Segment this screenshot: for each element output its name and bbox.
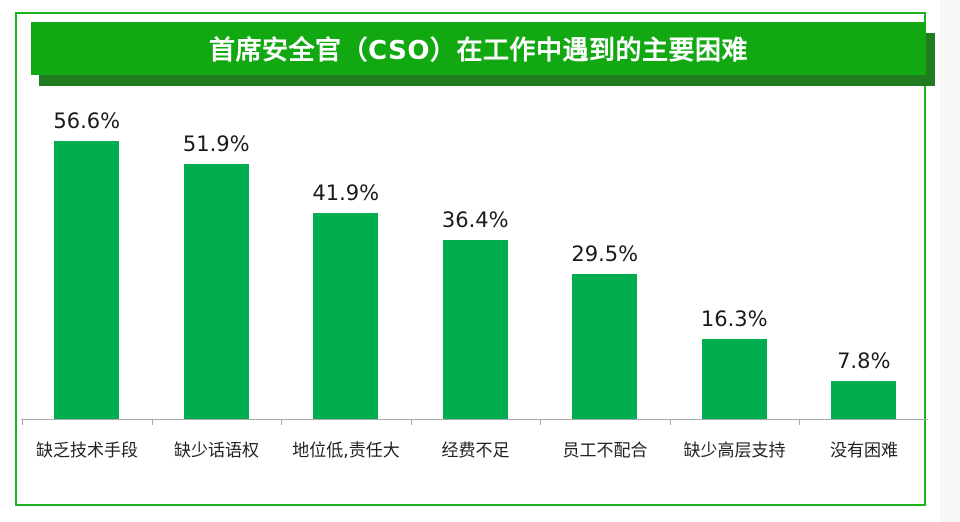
axis-tick	[540, 419, 541, 425]
axis-tick	[22, 419, 23, 425]
bar	[572, 274, 638, 419]
data-label: 41.9%	[312, 181, 380, 206]
page-edge	[940, 0, 960, 522]
data-label: 51.9%	[182, 132, 250, 157]
category-label: 地位低,责任大	[292, 441, 400, 461]
data-label: 29.5%	[571, 242, 639, 267]
category-label: 没有困难	[830, 441, 898, 461]
axis-tick	[799, 419, 800, 425]
axis-tick	[281, 419, 282, 425]
axis-tick	[410, 419, 412, 425]
category-label: 经费不足	[441, 441, 510, 461]
axis-tick	[151, 419, 153, 425]
chart-title: 首席安全官（CSO）在工作中遇到的主要困难	[209, 36, 748, 66]
data-label: 16.3%	[700, 306, 768, 331]
bar	[54, 141, 120, 419]
data-label: 36.4%	[441, 208, 509, 233]
bar	[442, 240, 508, 419]
bar	[183, 164, 249, 419]
category-label: 员工不配合	[562, 441, 648, 461]
bar	[313, 213, 379, 419]
category-label: 缺乏技术手段	[36, 441, 138, 461]
data-label: 7.8%	[837, 348, 891, 373]
axis-tick	[669, 419, 671, 425]
category-label: 缺少话语权	[174, 441, 259, 461]
title-banner: 首席安全官（CSO）在工作中遇到的主要困难	[31, 22, 926, 75]
data-label: 56.6%	[53, 109, 121, 133]
category-label: 缺少高层支持	[683, 441, 786, 461]
bar	[701, 338, 767, 419]
bar	[831, 380, 897, 419]
x-axis-line	[21, 419, 928, 420]
